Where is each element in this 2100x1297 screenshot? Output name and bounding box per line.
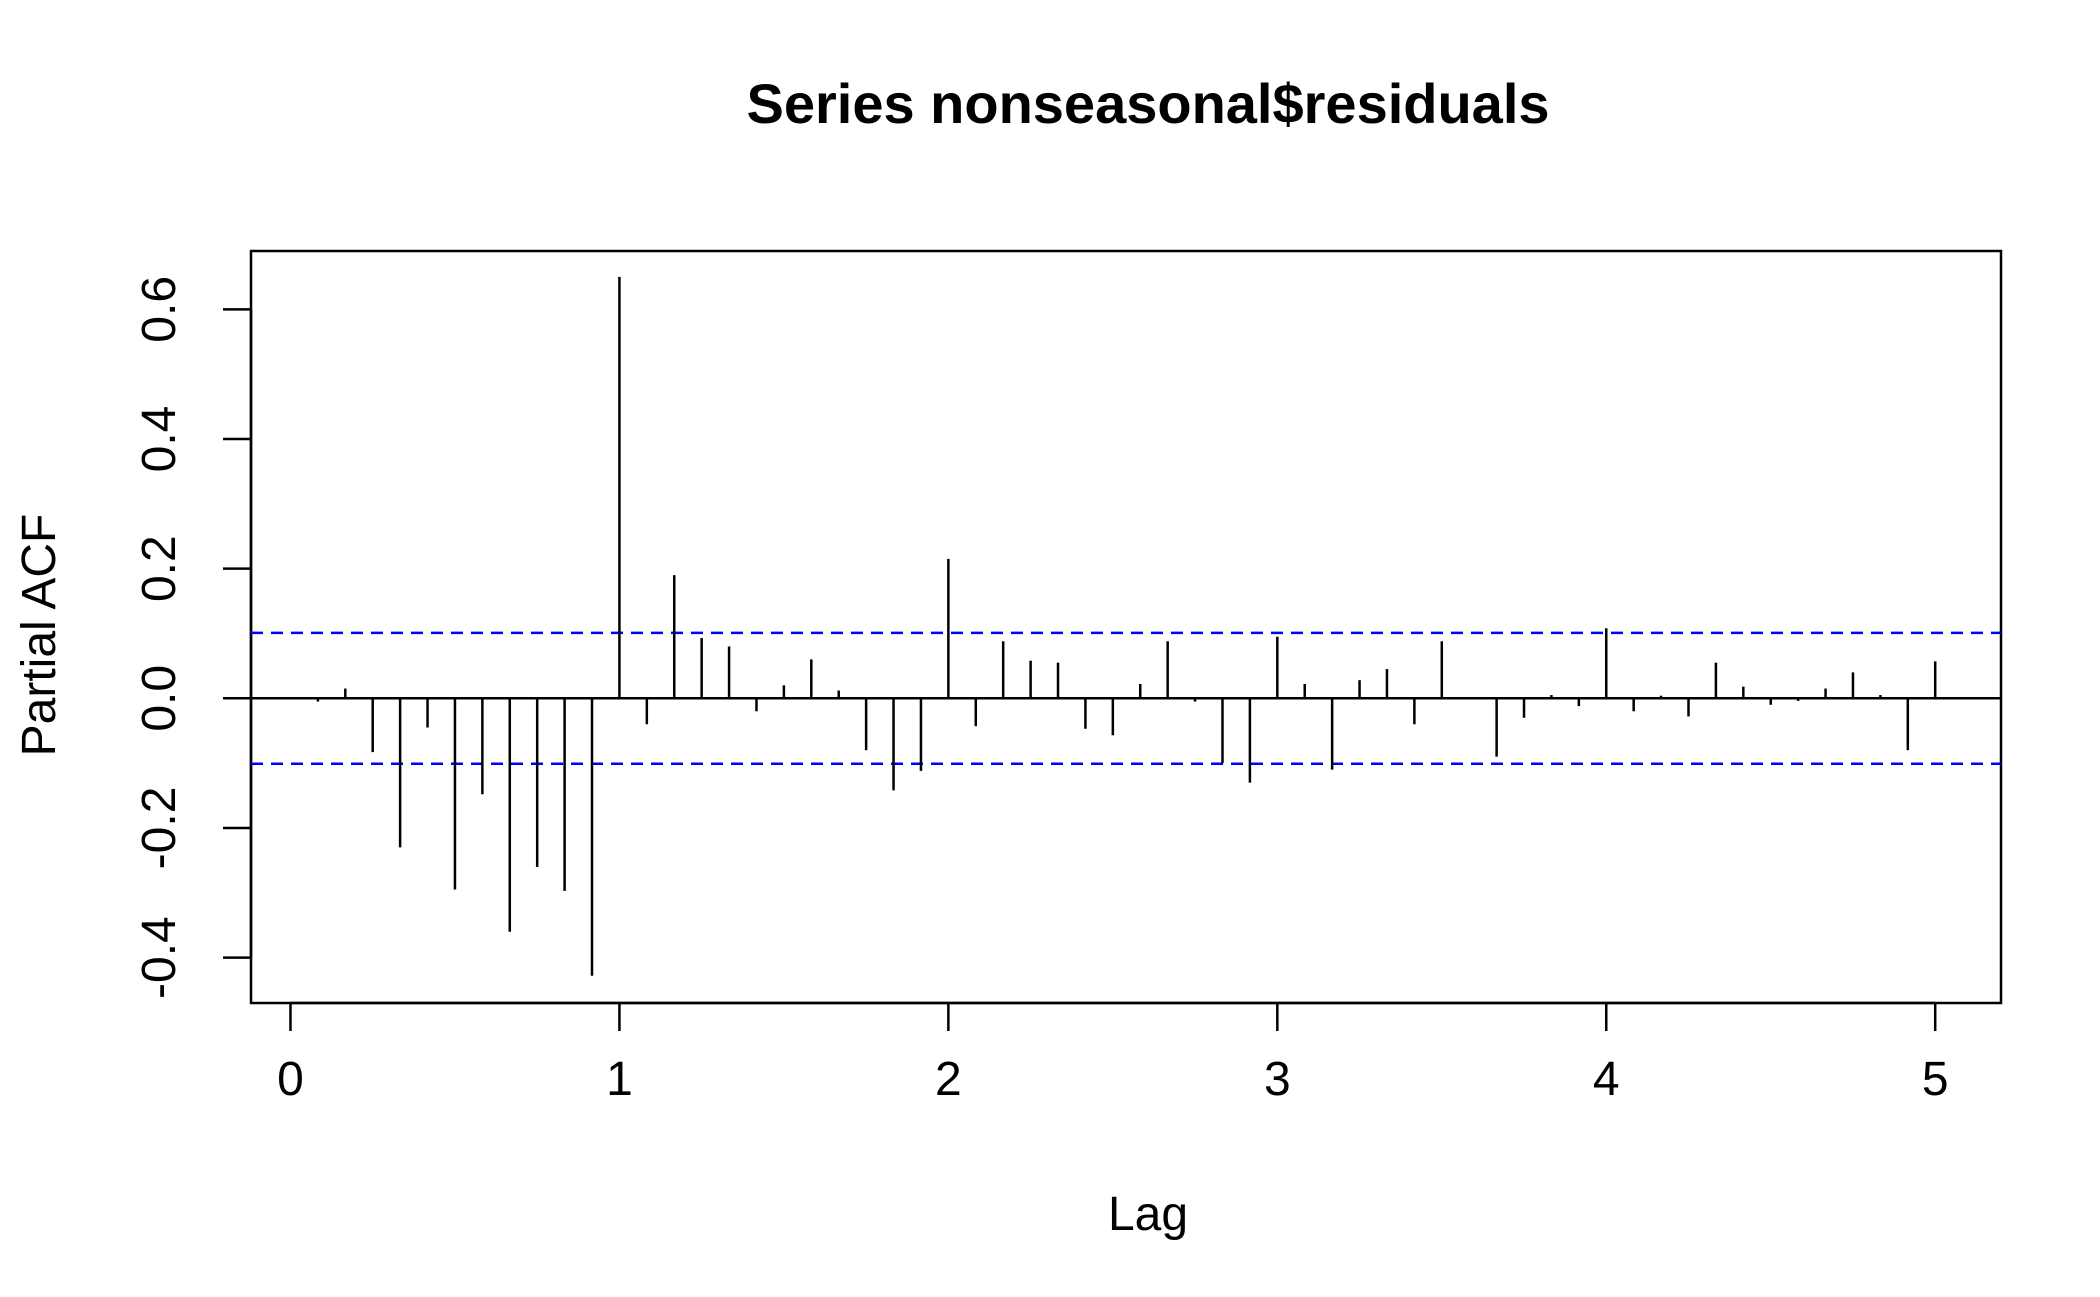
x-axis-label: Lag: [1108, 1188, 1188, 1241]
y-tick-label: 0.4: [133, 406, 186, 473]
x-tick-label: 0: [277, 1053, 304, 1106]
y-tick-label: 0.2: [133, 535, 186, 602]
y-axis-label: Partial ACF: [13, 514, 66, 757]
y-axis: -0.4 -0.2 0.0 0.2 0.4 0.6: [133, 276, 253, 999]
chart-title: Series nonseasonal$residuals: [746, 72, 1549, 135]
y-tick-label: 0.6: [133, 276, 186, 343]
y-tick-label: -0.2: [133, 787, 186, 870]
plot-frame: [249, 249, 2003, 1005]
confidence-bands: [251, 631, 2001, 766]
x-tick-label: 5: [1922, 1053, 1949, 1106]
x-tick-label: 4: [1593, 1053, 1620, 1106]
x-tick-label: 3: [1264, 1053, 1291, 1106]
pacf-bars: [316, 276, 1937, 976]
y-tick-label: 0.0: [133, 665, 186, 732]
x-tick-label: 2: [935, 1053, 962, 1106]
y-tick-label: -0.4: [133, 916, 186, 999]
x-tick-label: 1: [606, 1053, 633, 1106]
x-axis: 0 1 2 3 4 5: [277, 1001, 1949, 1106]
